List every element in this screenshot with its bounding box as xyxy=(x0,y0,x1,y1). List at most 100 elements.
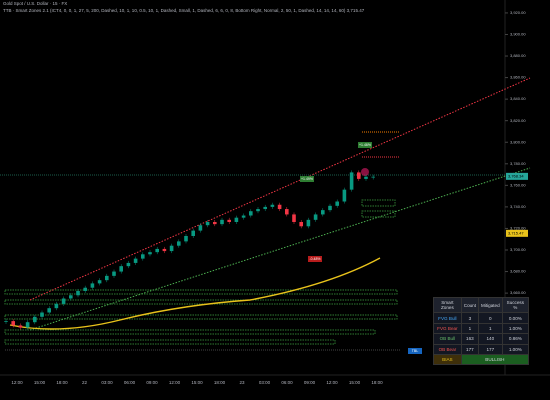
table-cell: 1 xyxy=(460,322,480,335)
candle xyxy=(285,209,289,215)
x-tick-label: 18:00 xyxy=(371,380,383,385)
table-cell: 140 xyxy=(478,333,503,345)
x-tick-label: 09:00 xyxy=(146,380,158,385)
candles xyxy=(4,170,375,330)
indicator-header: TTB · Smart Zones 2.1 (ICT4, 0, 0, 1, 27… xyxy=(3,8,365,13)
y-tick-label: 3,920.00 xyxy=(510,10,526,15)
symbol-header: Gold Spot / U.S. Dollar · 15 · FX xyxy=(3,1,68,6)
x-tick-label: 09:00 xyxy=(304,380,316,385)
candle xyxy=(349,172,354,190)
candle xyxy=(47,308,51,313)
table-cell: BIAS xyxy=(433,353,462,366)
candle xyxy=(11,321,15,326)
table-cell: OB Bear xyxy=(433,343,462,355)
candle xyxy=(263,206,267,210)
x-tick-label: 23 xyxy=(239,380,245,385)
table-cell: Smart Zones xyxy=(433,296,462,314)
candle xyxy=(133,258,138,263)
x-tick-label: 15:00 xyxy=(349,380,361,385)
moving-average xyxy=(9,257,381,330)
x-tick-label: 12:00 xyxy=(11,380,23,385)
signal-marker xyxy=(361,168,369,176)
y-tick-label: 3,720.00 xyxy=(510,226,526,231)
candle xyxy=(306,219,311,227)
candle xyxy=(292,214,296,222)
price-tag-label: 3,768.34 xyxy=(508,173,524,178)
y-tick-label: 3,740.00 xyxy=(510,204,526,209)
table-cell: FVG Bear xyxy=(433,322,462,335)
candle xyxy=(97,280,102,284)
candle xyxy=(4,321,8,322)
label-box xyxy=(308,256,322,262)
table-cell: 177 xyxy=(478,343,503,355)
candle xyxy=(126,262,131,267)
label-box xyxy=(300,176,314,182)
y-tick-label: 3,820.00 xyxy=(510,118,526,123)
candle xyxy=(342,189,347,202)
table-row: FVG Bull 3 0 0.00% xyxy=(433,312,530,324)
y-tick-label: 3,680.00 xyxy=(510,269,526,274)
table-cell: 0 xyxy=(478,312,503,324)
candle xyxy=(234,217,239,222)
candle xyxy=(357,172,361,179)
table-cell: 1.00% xyxy=(501,343,530,355)
annotation: +1.49% xyxy=(301,177,313,181)
table-row: BIAS BULLISH xyxy=(433,353,530,366)
candle xyxy=(76,290,80,296)
y-tick-label: 3,860.00 xyxy=(510,75,526,80)
table-cell: Count xyxy=(460,296,480,314)
price-tag xyxy=(506,172,528,180)
table-row: FVG Bear 1 1 1.00% xyxy=(433,322,530,335)
table-row: OB Bull 163 140 0.86% xyxy=(433,333,530,345)
price-tag-label: 3,715.47 xyxy=(508,230,524,235)
candle xyxy=(148,252,152,255)
y-tick-label: 3,880.00 xyxy=(510,53,526,58)
candle xyxy=(40,312,44,317)
table-cell: 163 xyxy=(460,333,480,345)
x-tick-label: 15:00 xyxy=(34,380,46,385)
candle xyxy=(191,230,195,236)
x-tick-label: 18:00 xyxy=(214,380,226,385)
x-tick-label: 22 xyxy=(82,380,88,385)
candle xyxy=(227,219,231,222)
annotation: +1.46% xyxy=(359,143,371,147)
candle xyxy=(69,295,73,299)
candle xyxy=(371,176,375,178)
x-tick-label: 18:00 xyxy=(56,380,68,385)
candle xyxy=(33,316,37,323)
candle xyxy=(249,211,253,216)
candle xyxy=(256,209,260,212)
candle xyxy=(105,275,109,281)
table-cell: OB Bull xyxy=(433,333,462,345)
candle xyxy=(18,325,23,328)
x-tick-label: 12:00 xyxy=(326,380,338,385)
candle xyxy=(270,204,275,207)
table-cell: 3 xyxy=(460,312,480,324)
candle xyxy=(162,248,167,252)
zone xyxy=(4,289,398,295)
y-tick-label: 3,900.00 xyxy=(510,32,526,37)
candle xyxy=(205,221,210,226)
y-tick-label: 3,780.00 xyxy=(510,161,526,166)
candle xyxy=(90,283,95,288)
table-cell: 1.00% xyxy=(501,322,530,335)
candle xyxy=(177,241,181,246)
candle xyxy=(241,215,246,218)
candle xyxy=(277,204,282,210)
table-cell: BULLISH xyxy=(460,353,530,366)
table-cell: Mitigated xyxy=(478,296,503,314)
y-tick-label: 3,800.00 xyxy=(510,139,526,144)
label-box xyxy=(408,348,422,354)
table-cell: 1 xyxy=(478,322,503,335)
table-cell: Success % xyxy=(501,296,530,314)
zone xyxy=(4,314,398,320)
price-tag xyxy=(506,229,528,237)
x-tick-label: 03:00 xyxy=(259,380,271,385)
candle xyxy=(169,245,174,252)
annotation: -0.48% xyxy=(309,257,320,261)
y-tick-label: 3,660.00 xyxy=(510,290,526,295)
table-row: OB Bear 177 177 1.00% xyxy=(433,343,530,355)
